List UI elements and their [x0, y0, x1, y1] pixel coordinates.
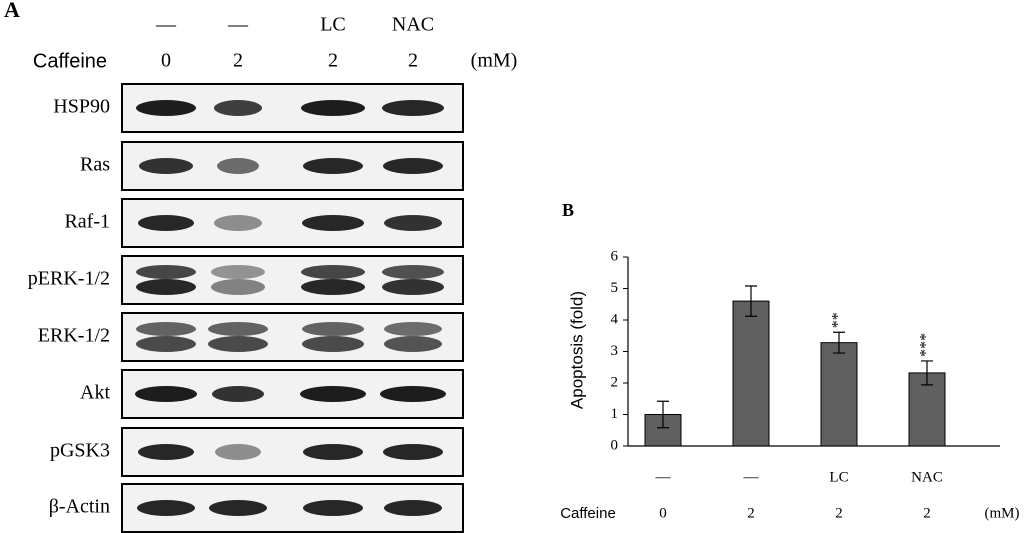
blot-band — [209, 500, 267, 516]
blot-band — [138, 215, 194, 231]
x-tick-label: — — [655, 469, 672, 485]
x-tick-label: NAC — [911, 469, 943, 485]
row-label: Ras — [80, 154, 110, 176]
error-bar — [745, 285, 757, 317]
blot-band — [137, 500, 195, 516]
blot-band — [139, 158, 193, 174]
y-tick-label: 2 — [611, 374, 619, 390]
dose-label: 2 — [408, 50, 418, 72]
blot-band — [302, 336, 364, 352]
blot-band — [136, 265, 196, 279]
blot-band — [301, 279, 365, 295]
blot-band — [383, 444, 443, 460]
blot-band — [384, 500, 442, 516]
blot-band — [382, 265, 444, 279]
bar — [820, 342, 858, 447]
blot-band — [301, 100, 365, 116]
blot-band — [303, 158, 363, 174]
dose-unit: (mM) — [471, 50, 518, 72]
blot-band — [217, 158, 259, 174]
row-label: Akt — [80, 382, 110, 404]
blot-band — [380, 386, 446, 402]
row-label: pGSK3 — [50, 440, 110, 462]
significance-label: *** — [918, 333, 935, 357]
row-label: Raf-1 — [64, 211, 110, 233]
error-bar — [657, 400, 669, 429]
blot-band — [384, 322, 442, 336]
y-tick-label: 1 — [611, 406, 619, 422]
blot-band — [384, 215, 442, 231]
blot-band — [136, 322, 196, 336]
blot-band — [208, 322, 268, 336]
bar — [732, 300, 770, 447]
blot-band — [382, 100, 444, 116]
blot-band — [302, 215, 364, 231]
treatment-label: LC — [320, 14, 346, 36]
treatment-label: — — [227, 14, 249, 36]
blot-band — [208, 336, 268, 352]
y-tick-label: 4 — [611, 311, 619, 327]
row-label: pERK-1/2 — [28, 268, 110, 290]
blot-band — [212, 386, 264, 402]
y-tick-label: 3 — [611, 343, 619, 359]
error-bar — [921, 360, 933, 386]
significance-label: ** — [830, 312, 847, 328]
dose-label: 0 — [161, 50, 171, 72]
blot-band — [300, 386, 366, 402]
blot-band — [135, 386, 197, 402]
y-tick-label: 6 — [611, 248, 619, 264]
row-label: HSP90 — [53, 96, 110, 118]
blot-band — [303, 500, 363, 516]
dose-title: Caffeine — [560, 505, 616, 522]
blot-band — [136, 100, 196, 116]
blot-band — [383, 158, 443, 174]
blot-band — [136, 336, 196, 352]
blot-band — [136, 279, 196, 295]
treatment-label: — — [155, 14, 177, 36]
blot-band — [211, 279, 265, 295]
blot-band — [382, 279, 444, 295]
y-tick-label: 5 — [611, 280, 619, 296]
blot-band — [302, 322, 364, 336]
blot-band — [214, 100, 262, 116]
panel-label: B — [562, 200, 574, 220]
blot-band — [384, 336, 442, 352]
row-label: β-Actin — [49, 496, 110, 518]
dose-label: 2 — [233, 50, 243, 72]
y-tick-label: 0 — [611, 437, 619, 453]
dose-label: 2 — [328, 50, 338, 72]
dose-title: Caffeine — [33, 50, 107, 72]
dose-label: 2 — [923, 505, 931, 521]
blot-band — [303, 444, 363, 460]
blot-band — [215, 444, 261, 460]
dose-unit: (mM) — [985, 505, 1020, 521]
x-tick-label: LC — [829, 469, 848, 485]
treatment-label: NAC — [392, 14, 434, 36]
dose-label: 2 — [747, 505, 755, 521]
panel-label: A — [4, 0, 20, 22]
blot-band — [138, 444, 194, 460]
x-tick-label: — — [743, 469, 760, 485]
blot-band — [214, 215, 262, 231]
dose-label: 2 — [835, 505, 843, 521]
blot-band — [211, 265, 265, 279]
blot-band — [301, 265, 365, 279]
y-axis-label: Apoptosis (fold) — [567, 291, 586, 409]
dose-label: 0 — [659, 505, 667, 521]
error-bar — [833, 331, 845, 354]
row-label: ERK-1/2 — [38, 325, 110, 347]
